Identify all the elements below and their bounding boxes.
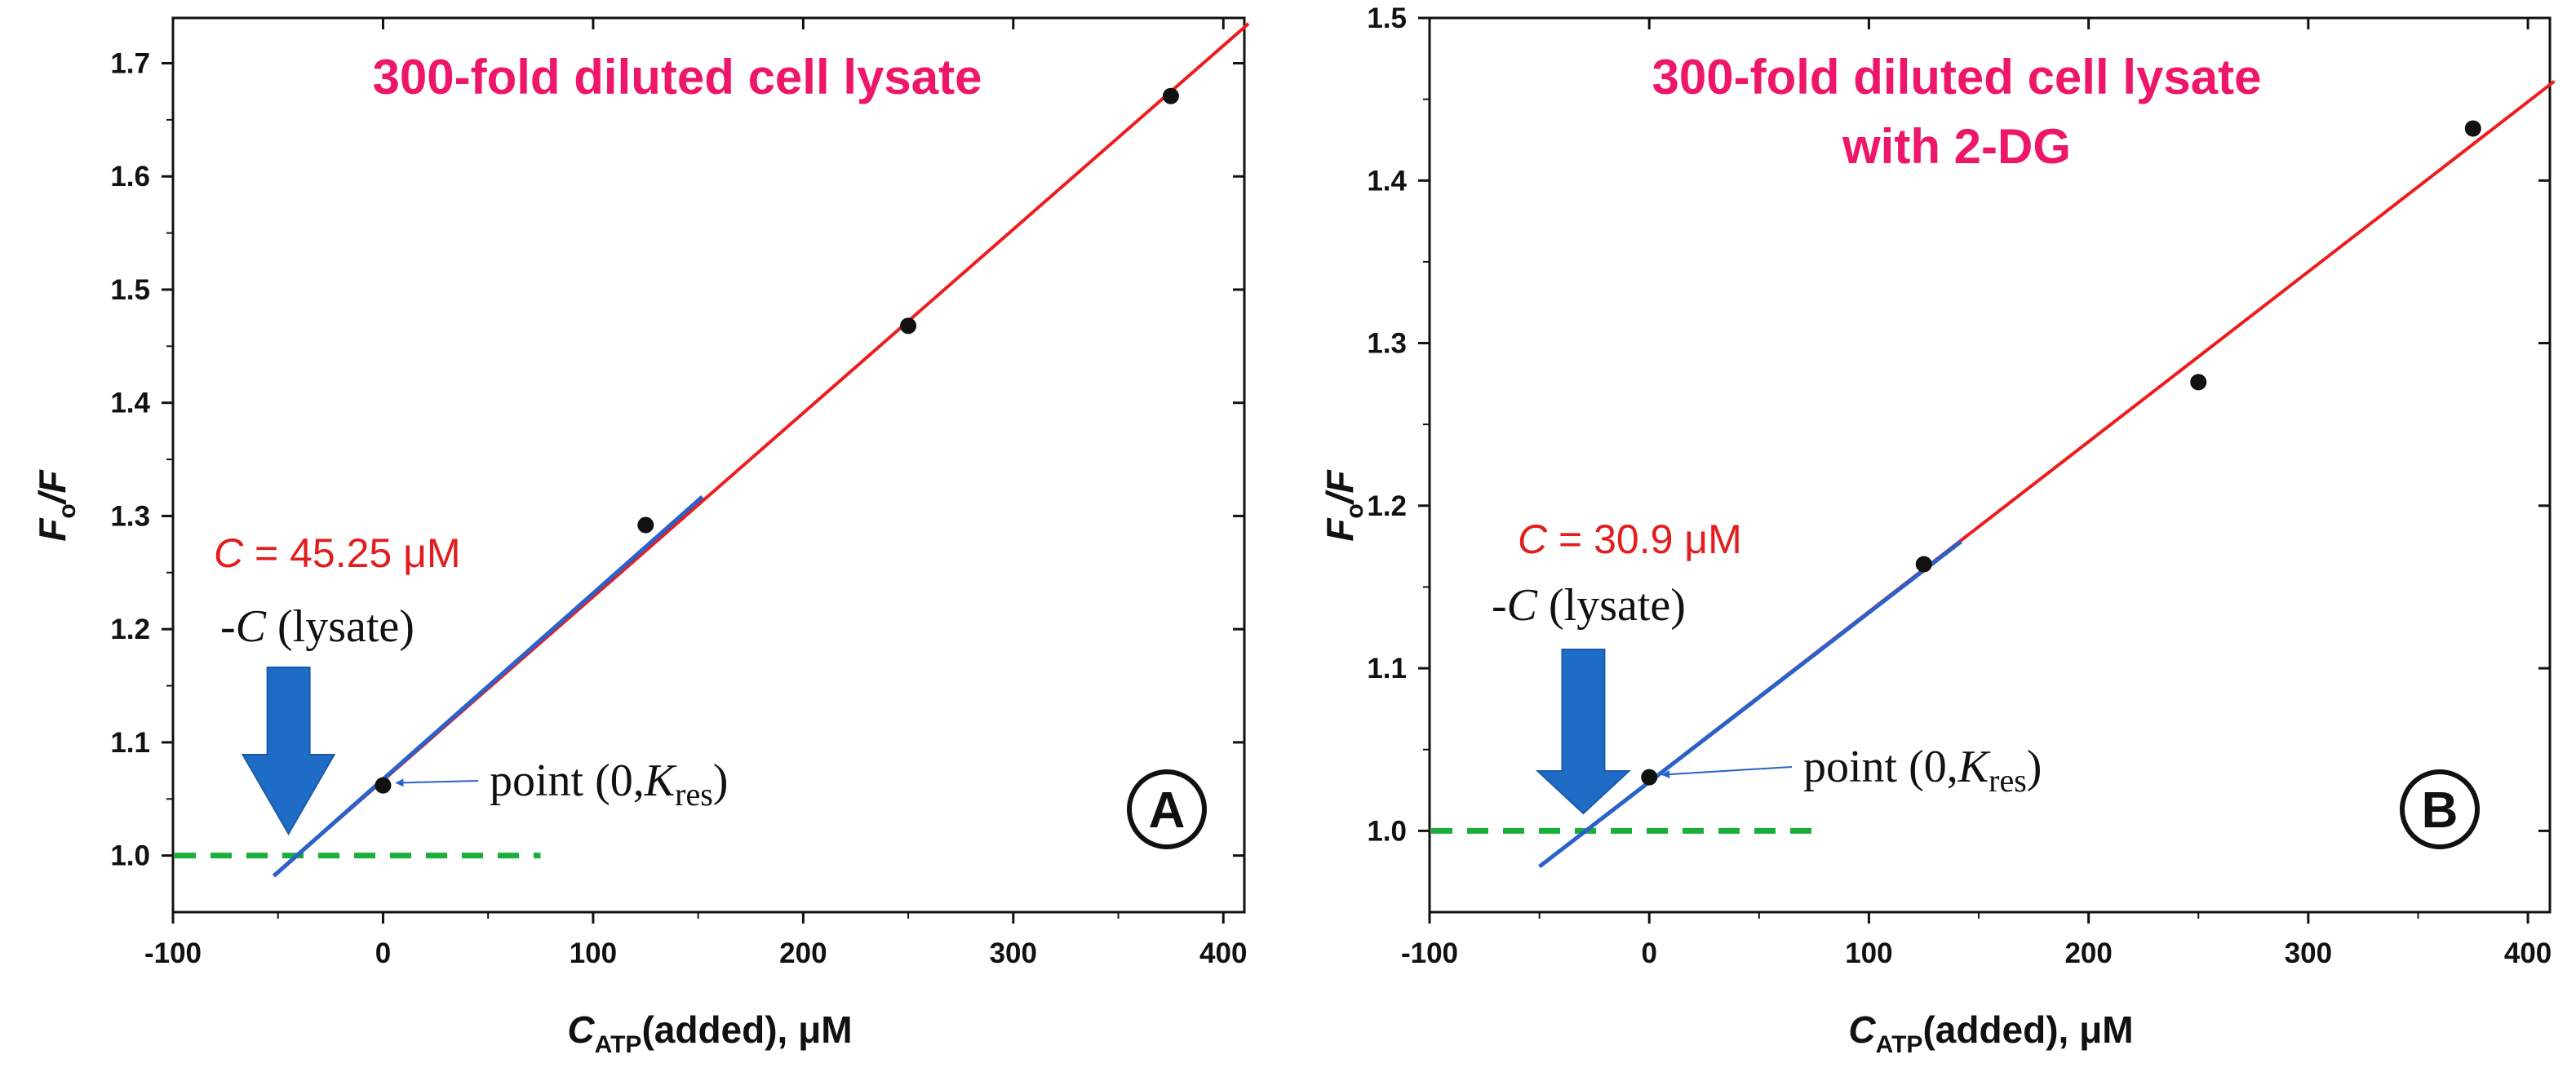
y-tick-label: 1.1 [1367,653,1407,685]
point-text: point (0, [490,755,645,806]
pointer-arrow-icon [395,778,479,787]
x-tick-label: 200 [779,937,827,969]
y-tick-label: 1.4 [1367,165,1407,197]
x-label-main: C [567,1008,595,1051]
panel-label-circle [2400,769,2480,849]
chart-title-line: 300-fold diluted cell lysate [1652,50,2262,104]
data-point [2190,374,2207,391]
neg-sign: - [1492,580,1507,631]
plot-frame [171,16,1246,914]
chart-panel-b: -100 0 100 200 300 400 1.0 1.1 1.2 1.3 1.4 1.5 300-f… [1319,2,2556,1058]
y-label-rest: /F [31,468,73,505]
y-label-main: F [31,517,73,542]
c-symbol: C [214,530,244,576]
y-tick-label: 1.0 [110,840,150,872]
x-tick-label: 0 [375,937,391,969]
c-symbol: C [1507,580,1538,631]
close-paren: ) [713,755,729,806]
x-label-rest: (added), μM [1922,1008,2133,1051]
y-label-main: F [1319,517,1361,542]
intercept-line [272,494,704,878]
pointer-arrow-icon [1661,766,1793,779]
k-symbol: K [644,755,677,806]
point-k-res-label: point (0,Kres) [1803,742,2042,799]
data-point [1641,769,1658,786]
x-tick-label: 0 [1641,937,1656,969]
down-arrow-icon [241,667,336,836]
chart-panel-a: -100 0 100 200 300 400 1.0 1.1 1.2 1.3 1.4 1.5 1.6 1.… [31,16,1250,1058]
c-value-label: C = 45.25 μM [214,530,461,576]
x-tick-label: 400 [2504,937,2552,969]
x-tick-label: 400 [1199,937,1247,969]
c-value-text: = 45.25 μM [243,530,460,576]
data-point [1162,87,1179,104]
neg-sign: - [220,601,236,652]
c-value-label: C = 30.9 μM [1518,516,1742,562]
data-point [900,317,917,335]
intercept-line [1538,539,1963,869]
y-tick-label: 1.7 [110,47,150,79]
x-label-rest: (added), μM [641,1008,852,1051]
x-tick-label: 100 [1845,937,1892,969]
y-label-sub: o [54,503,81,518]
chart-title-line: with 2-DG [1842,119,2071,174]
k-subscript: res [675,776,713,813]
y-tick-label: 1.3 [1367,328,1407,360]
data-point [375,777,392,794]
y-axis-label: Fo/F [31,468,81,541]
lysate-text: (lysate) [266,601,415,652]
k-symbol: K [1957,742,1991,792]
panel-label: A [1149,782,1186,839]
x-tick-label: -100 [1401,937,1458,969]
x-tick-label: -100 [144,937,202,969]
x-label-sub: ATP [595,1031,642,1058]
point-k-res-label: point (0,Kres) [490,755,728,813]
down-arrow-icon [1535,649,1631,815]
x-tick-label: 300 [2285,937,2332,969]
close-paren: ) [2027,742,2042,792]
y-tick-label: 1.6 [110,161,150,193]
panel-label-circle [1127,769,1207,849]
c-symbol: C [1518,516,1548,562]
y-tick-label: 1.4 [110,388,150,419]
point-text: point (0, [1803,742,1958,792]
y-tick-label: 1.2 [1367,490,1407,522]
y-axis-label: Fo/F [1319,468,1368,541]
x-tick-label: 100 [570,937,617,969]
x-label-main: C [1848,1008,1876,1051]
data-point [637,516,654,534]
x-tick-label: 300 [990,937,1037,969]
x-label-sub: ATP [1876,1031,1923,1058]
neg-c-lysate-label: -C (lysate) [1492,580,1686,631]
plot-frame [1428,16,2552,914]
y-tick-label: 1.1 [110,727,150,759]
c-symbol: C [236,601,267,652]
x-axis-label: CATP(added), μM [1848,1008,2133,1058]
neg-c-lysate-label: -C (lysate) [220,601,415,652]
x-tick-label: 200 [2064,937,2112,969]
y-tick-label: 1.2 [110,614,150,645]
k-subscript: res [1989,762,2027,799]
y-tick-label: 1.5 [1367,2,1407,34]
y-label-rest: /F [1319,468,1361,505]
x-axis-label: CATP(added), μM [567,1008,852,1058]
lysate-text: (lysate) [1537,580,1686,631]
data-point [2464,120,2481,137]
y-label-sub: o [1341,503,1368,518]
y-tick-label: 1.0 [1367,815,1407,847]
y-tick-label: 1.3 [110,500,150,532]
y-tick-label: 1.5 [110,274,150,306]
c-value-text: = 30.9 μM [1547,516,1742,562]
data-point [1915,556,1932,573]
panel-label: B [2422,782,2459,839]
chart-title-line: 300-fold diluted cell lysate [373,50,982,104]
